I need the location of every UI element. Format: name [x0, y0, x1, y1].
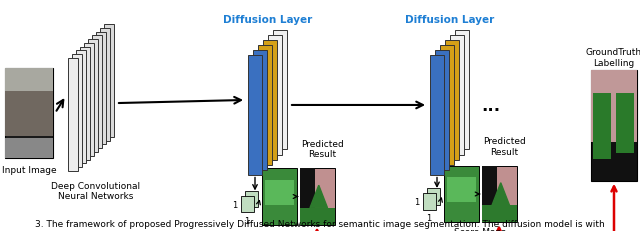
Text: Score Maps: Score Maps — [272, 230, 324, 231]
Bar — [440, 46, 454, 165]
Bar — [444, 166, 479, 222]
Bar — [422, 194, 435, 210]
Bar — [5, 139, 53, 158]
Text: Diffusion Layer: Diffusion Layer — [223, 15, 312, 25]
Text: Input Image: Input Image — [2, 165, 56, 174]
Bar — [80, 47, 90, 160]
Bar — [100, 29, 110, 141]
Bar — [263, 41, 277, 160]
Bar — [300, 169, 335, 225]
Bar — [5, 69, 53, 158]
Bar — [241, 196, 253, 212]
Bar — [481, 166, 516, 222]
Bar — [104, 25, 114, 137]
Text: 1: 1 — [414, 197, 419, 206]
Bar — [435, 51, 449, 170]
Text: Deep Convolutional
Neural Networks: Deep Convolutional Neural Networks — [51, 181, 141, 200]
Bar — [88, 40, 98, 152]
Bar — [262, 169, 296, 225]
Bar — [84, 44, 94, 156]
Text: Predicted
Result: Predicted Result — [483, 137, 525, 156]
Bar — [481, 205, 516, 222]
Bar — [268, 36, 282, 155]
Bar — [96, 33, 106, 145]
Bar — [264, 180, 294, 205]
Bar — [616, 93, 634, 154]
Bar — [481, 166, 497, 222]
Bar — [450, 36, 464, 155]
Text: 1: 1 — [232, 200, 237, 209]
Bar — [253, 51, 267, 170]
Bar — [92, 36, 102, 149]
Bar — [591, 71, 637, 143]
Text: GroundTruth
Labelling: GroundTruth Labelling — [586, 48, 640, 67]
Bar — [273, 31, 287, 150]
Bar — [445, 41, 459, 160]
Bar — [447, 177, 476, 203]
Polygon shape — [310, 185, 328, 208]
Bar — [591, 71, 637, 181]
Bar — [72, 55, 82, 167]
Text: 1: 1 — [426, 213, 431, 222]
Bar — [76, 51, 86, 164]
Bar — [258, 46, 272, 165]
Text: 1: 1 — [244, 216, 250, 225]
Text: 3. The framework of proposed Progressively Diffused Networks for semantic image : 3. The framework of proposed Progressive… — [35, 219, 605, 228]
Bar — [300, 208, 335, 225]
Text: Diffusion Layer: Diffusion Layer — [405, 15, 494, 25]
Polygon shape — [492, 183, 509, 205]
Bar — [68, 59, 78, 171]
Bar — [300, 169, 316, 225]
Bar — [426, 188, 440, 205]
Bar — [5, 69, 53, 118]
Bar — [593, 93, 611, 159]
Text: Predicted
Result: Predicted Result — [301, 139, 344, 158]
Bar — [455, 31, 469, 150]
Bar — [430, 56, 444, 175]
Text: ...: ... — [481, 97, 500, 115]
Text: Score Maps: Score Maps — [454, 227, 506, 231]
Bar — [248, 56, 262, 175]
Bar — [244, 191, 257, 207]
Bar — [5, 91, 53, 136]
